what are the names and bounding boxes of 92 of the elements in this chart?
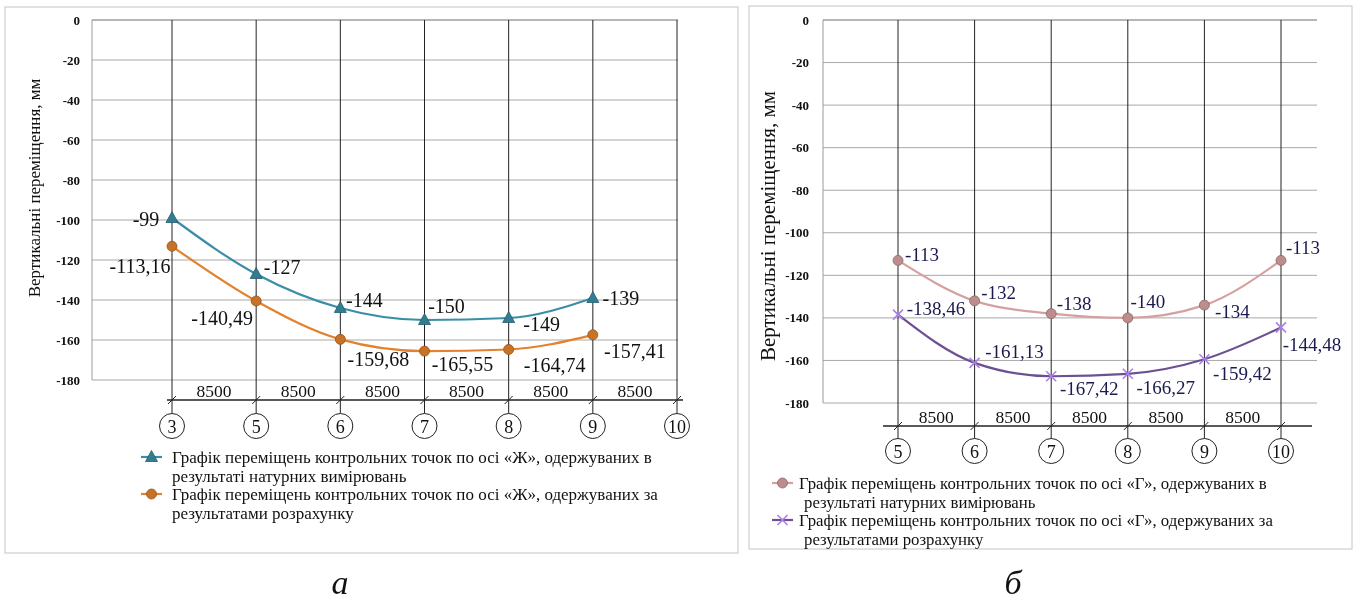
text: 8500 [533, 381, 569, 401]
y-tick-label: -120 [56, 252, 80, 268]
legend-label: Графік переміщень контрольних точок по осі «Ж», одержуваних в результаті натурних вимірювань [172, 447, 652, 485]
y-tick-label: -80 [62, 172, 80, 188]
x-tick-label: 7 [1046, 442, 1056, 462]
point [502, 311, 516, 323]
x-tick-label: 9 [588, 417, 598, 437]
data-label: -166,27 [1136, 377, 1196, 399]
text: 8500 [1225, 407, 1261, 427]
text: 8500 [364, 381, 401, 401]
y-tick-label: -80 [791, 182, 809, 198]
data-label: -167,42 [1059, 377, 1119, 399]
x-tick-label: 7 [420, 417, 429, 437]
point [418, 313, 431, 325]
data-label: -134 [1214, 300, 1251, 322]
data-label: -165,55 [431, 353, 494, 376]
data-label: -144,48 [1282, 333, 1342, 355]
point [166, 240, 178, 252]
y-tick-label: -180 [56, 372, 80, 388]
y-tick-label: -40 [62, 92, 80, 108]
text: 8500 [1072, 407, 1108, 427]
x-tick-label: 3 [167, 417, 177, 437]
data-label: -138,46 [906, 298, 966, 320]
y-tick-label: -40 [791, 97, 809, 113]
y-tick-label: -140 [785, 310, 809, 326]
x-tick-label: 10 [1272, 442, 1290, 462]
x-tick-label: 6 [335, 417, 345, 437]
data-label: -140 [1130, 291, 1166, 313]
point [969, 295, 980, 307]
y-tick-label: -160 [56, 332, 80, 348]
x-tick-label: 9 [1199, 442, 1209, 462]
legend-label: Графік переміщень контрольних точок по осі «Г», одержуваних в результаті натурних вимірювань [799, 473, 1267, 511]
data-label: -159,68 [347, 348, 410, 371]
point [587, 329, 599, 341]
text: 8500 [1148, 407, 1184, 427]
text: 8500 [918, 407, 955, 427]
text: 8500 [617, 381, 653, 401]
data-label: -157,41 [604, 339, 666, 362]
text: б [1004, 564, 1024, 601]
data-label: -159,42 [1213, 362, 1272, 384]
text: 8500 [449, 381, 485, 401]
data-label: -127 [263, 255, 301, 278]
y-tick-label: -60 [791, 140, 809, 156]
data-label: -139 [602, 287, 640, 309]
x-tick-label: 8 [504, 417, 514, 437]
y-tick-label: -140 [56, 292, 80, 308]
point [1045, 308, 1057, 320]
y-axis-title: Вертикальні переміщення, мм [24, 78, 44, 298]
data-label: -113 [1285, 236, 1321, 258]
text: 8500 [196, 381, 232, 401]
point [1199, 299, 1210, 311]
y-tick-label: -20 [791, 55, 809, 71]
data-label: -149 [523, 313, 560, 335]
data-label: -140,49 [191, 306, 253, 329]
data-label: -99 [132, 208, 160, 230]
data-label: -113,16 [109, 255, 171, 278]
data-label: -132 [981, 282, 1017, 304]
y-tick-label: 0 [73, 12, 80, 28]
point [892, 255, 904, 266]
point [333, 301, 347, 313]
point [1275, 255, 1287, 266]
y-tick-label: -20 [62, 52, 80, 68]
x-tick-label: 8 [1123, 442, 1133, 462]
point [249, 267, 263, 279]
data-label: -144 [346, 289, 383, 311]
y-tick-label: -100 [56, 212, 80, 228]
point [419, 345, 430, 357]
y-tick-label: -100 [785, 225, 809, 241]
y-tick-label: -180 [785, 395, 809, 411]
text: 8500 [280, 381, 316, 401]
point [503, 344, 515, 355]
data-label: -150 [428, 295, 465, 317]
text: а [331, 564, 349, 601]
point [165, 211, 179, 223]
point [250, 295, 262, 307]
x-tick-label: 5 [251, 417, 261, 437]
x-tick-label: 10 [668, 417, 686, 437]
x-tick-label: 6 [970, 442, 980, 462]
data-label: -138 [1056, 293, 1092, 315]
y-tick-label: -160 [785, 352, 809, 368]
y-tick-label: -120 [785, 267, 809, 283]
point [586, 291, 600, 303]
point [334, 333, 346, 345]
text: 8500 [995, 407, 1031, 427]
data-label: -164,74 [523, 353, 586, 376]
data-label: -161,13 [985, 341, 1044, 363]
y-tick-label: -60 [62, 132, 80, 148]
data-label: -113 [904, 243, 940, 265]
point [1122, 312, 1134, 324]
x-tick-label: 5 [893, 442, 903, 462]
y-tick-label: 0 [802, 12, 809, 28]
y-axis-title: Вертикальні переміщення, мм [756, 91, 780, 361]
